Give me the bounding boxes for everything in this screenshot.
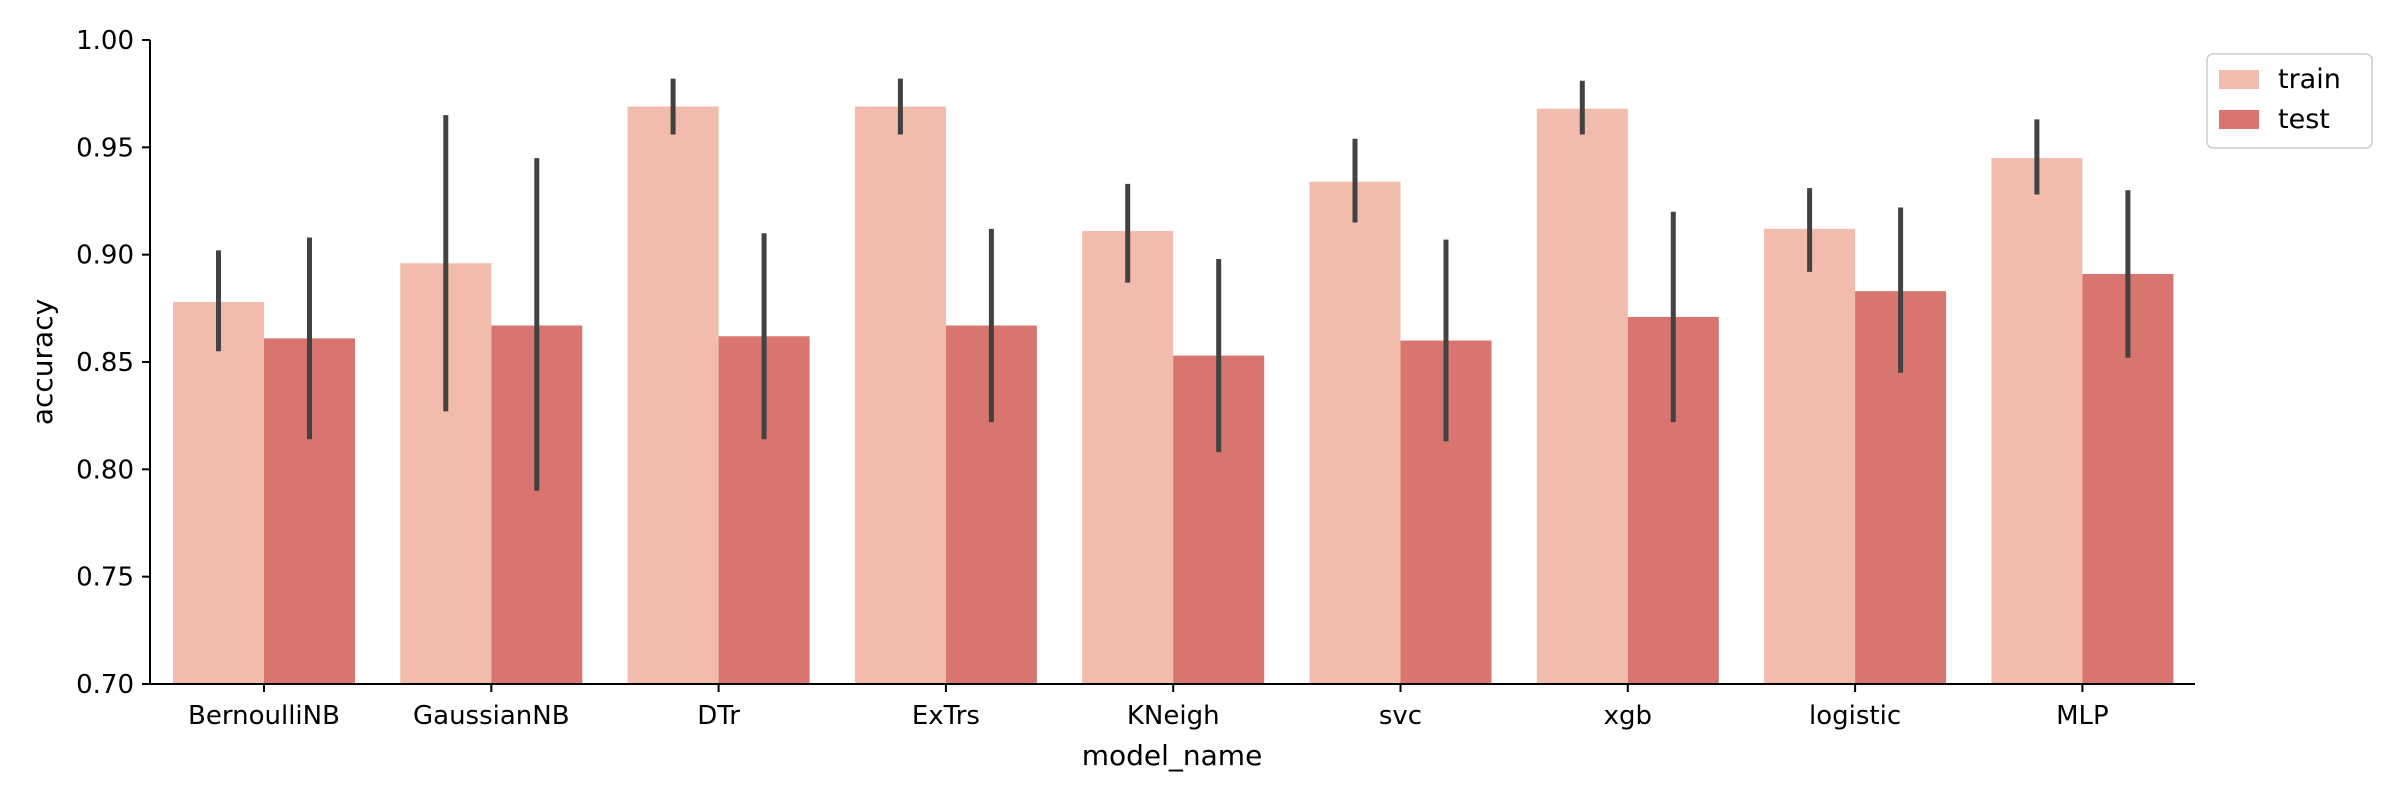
y-axis-title: accuracy bbox=[26, 299, 59, 425]
x-ticks: BernoulliNB GaussianNB DTr ExTrs KNeigh svc xg… bbox=[188, 684, 2109, 731]
bar-train-MLP bbox=[1991, 158, 2083, 685]
legend: train test bbox=[2206, 53, 2373, 149]
y-tick-label: 0.95 bbox=[76, 133, 134, 163]
error-bars-layer bbox=[216, 78, 2131, 491]
legend-swatch-train bbox=[2219, 70, 2259, 89]
legend-swatch-test bbox=[2219, 110, 2259, 129]
legend-label-test: test bbox=[2278, 104, 2330, 135]
x-tick-label: logistic bbox=[1809, 701, 1901, 731]
bar-train-KNeigh bbox=[1082, 231, 1174, 684]
bar-train-ExTrs bbox=[854, 106, 946, 684]
x-tick-label: DTr bbox=[697, 701, 740, 731]
x-axis-title: model_name bbox=[1082, 739, 1263, 772]
y-tick-label: 0.85 bbox=[76, 348, 134, 378]
bar-train-DTr bbox=[627, 106, 719, 684]
y-tick-label: 0.90 bbox=[76, 241, 134, 271]
y-tick-label: 0.80 bbox=[76, 455, 134, 485]
y-tick-label: 0.70 bbox=[76, 670, 134, 700]
bar-train-svc bbox=[1309, 181, 1401, 684]
x-tick-label: svc bbox=[1379, 701, 1422, 731]
bar-train-logistic bbox=[1764, 228, 1856, 684]
x-tick-label: xgb bbox=[1604, 701, 1652, 731]
bar-train-BernoulliNB bbox=[173, 301, 264, 684]
y-ticks: 0.70 0.75 0.80 0.85 0.90 0.95 1.00 bbox=[76, 26, 150, 700]
bars-layer bbox=[173, 106, 2174, 685]
x-tick-label: GaussianNB bbox=[413, 701, 570, 731]
y-tick-label: 0.75 bbox=[76, 563, 134, 593]
bar-train-xgb bbox=[1536, 108, 1628, 684]
legend-label-train: train bbox=[2278, 64, 2341, 95]
x-tick-label: KNeigh bbox=[1127, 701, 1220, 731]
x-tick-label: ExTrs bbox=[912, 701, 980, 731]
x-tick-label: BernoulliNB bbox=[188, 701, 340, 731]
x-tick-label: MLP bbox=[2056, 701, 2109, 731]
y-tick-label: 1.00 bbox=[76, 26, 134, 56]
